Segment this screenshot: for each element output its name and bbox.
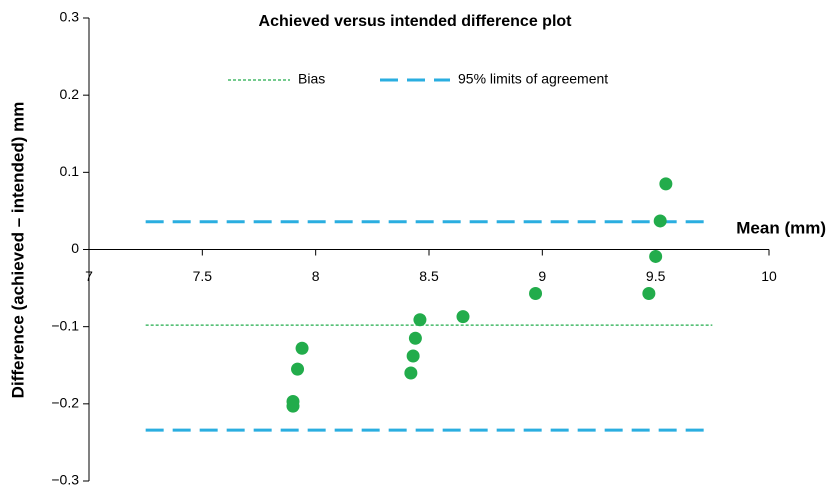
x-tick-label: 9.5 (646, 268, 666, 284)
data-point (653, 214, 667, 228)
y-tick-label: 0.1 (60, 163, 80, 179)
y-tick-label: −0.3 (51, 472, 79, 488)
data-point (404, 366, 418, 380)
x-tick-label: 8.5 (419, 268, 439, 284)
data-point (406, 349, 420, 363)
data-point (291, 362, 305, 376)
x-axis-label: Mean (mm) (736, 218, 826, 237)
legend-label: 95% limits of agreement (458, 71, 608, 87)
legend-label: Bias (298, 71, 325, 87)
data-point (286, 399, 300, 413)
y-tick-label: −0.1 (51, 317, 79, 333)
x-tick-label: 8 (312, 268, 320, 284)
y-tick-label: 0.3 (60, 9, 80, 25)
data-point (642, 286, 656, 300)
x-tick-label: 10 (761, 268, 777, 284)
y-tick-label: −0.2 (51, 395, 79, 411)
x-tick-label: 9 (538, 268, 546, 284)
data-point (649, 249, 663, 263)
x-tick-label: 7.5 (193, 268, 213, 284)
y-tick-label: 0 (71, 240, 79, 256)
chart-title: Achieved versus intended difference plot (259, 13, 573, 30)
data-point (408, 331, 422, 345)
x-tick-label: 7 (85, 268, 93, 284)
y-axis-label: Difference (achieved – intended) mm (8, 102, 27, 399)
data-point (456, 310, 470, 324)
data-point (295, 341, 309, 355)
y-tick-label: 0.2 (60, 86, 80, 102)
data-point (529, 286, 543, 300)
data-point (659, 177, 673, 191)
data-point (413, 313, 427, 327)
